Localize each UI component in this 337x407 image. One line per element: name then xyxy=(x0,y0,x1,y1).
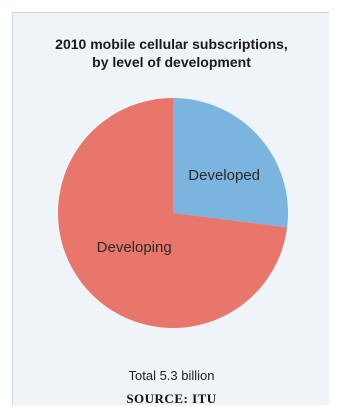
pie-slice-developed xyxy=(173,98,288,228)
chart-title: 2010 mobile cellular subscriptions, by l… xyxy=(13,35,330,71)
pie-slice-developing xyxy=(58,98,288,328)
source-credit: SOURCE: ITU xyxy=(126,391,217,406)
chart-title-line-2: by level of development xyxy=(92,54,251,70)
chart-card: 2010 mobile cellular subscriptions, by l… xyxy=(12,12,330,406)
slice-label-developed: Developed xyxy=(188,167,260,184)
slice-label-developing: Developing xyxy=(97,239,172,256)
pie-chart: Developed Developing xyxy=(58,98,288,328)
chart-title-line-1: 2010 mobile cellular subscriptions, xyxy=(55,36,288,52)
total-annotation: Total 5.3 billion xyxy=(128,368,215,383)
